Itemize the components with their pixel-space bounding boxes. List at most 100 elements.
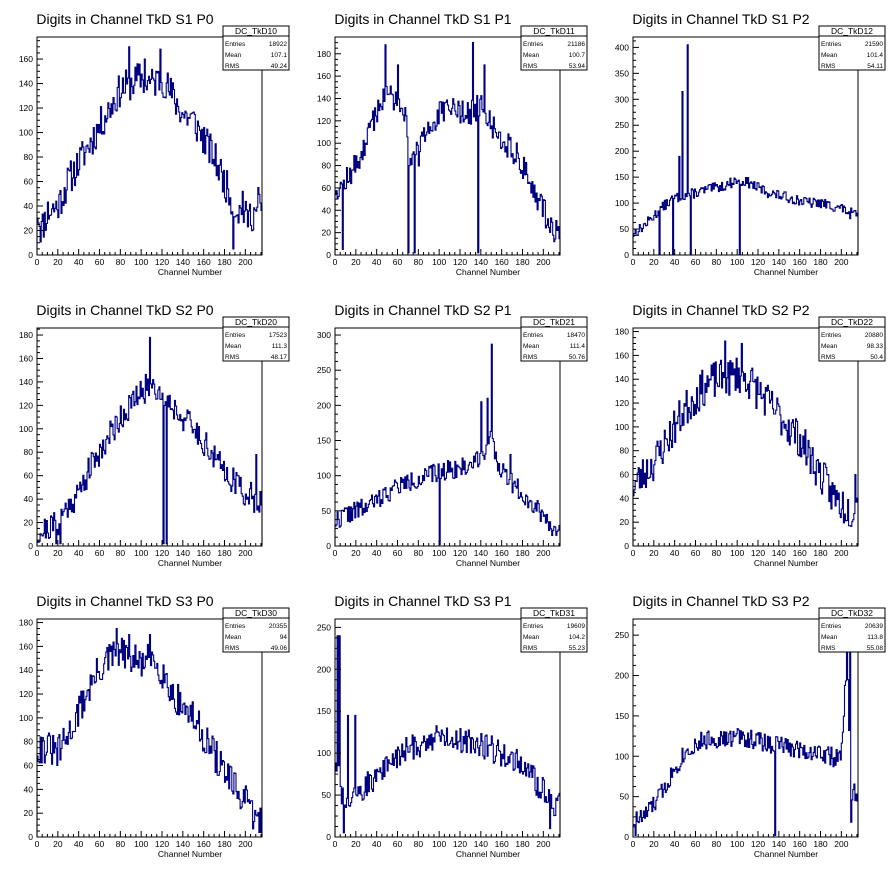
x-tick-label: 180 bbox=[813, 839, 827, 849]
x-tick-label: 0 bbox=[35, 548, 40, 558]
y-tick-label: 60 bbox=[24, 177, 34, 187]
y-tick-label: 40 bbox=[24, 494, 34, 504]
stats-label-rms: RMS bbox=[523, 354, 538, 361]
y-tick-label: 120 bbox=[317, 116, 331, 126]
x-tick-label: 20 bbox=[351, 548, 361, 558]
y-tick-label: 50 bbox=[322, 506, 332, 516]
stats-label-entries: Entries bbox=[225, 332, 246, 339]
y-tick-label: 300 bbox=[615, 94, 629, 104]
x-tick-label: 80 bbox=[414, 548, 424, 558]
y-tick-label: 20 bbox=[24, 808, 34, 818]
x-tick-label: 160 bbox=[495, 839, 509, 849]
stats-histogram-name: DC_TkD20 bbox=[235, 317, 277, 327]
x-axis-label: Channel Number bbox=[754, 849, 818, 859]
stats-box: DC_TkD32 Entries 20639 Mean 113.8 RMS 55.08 bbox=[818, 607, 886, 653]
x-tick-label: 60 bbox=[95, 548, 105, 558]
plot-frame bbox=[334, 36, 561, 256]
x-tick-label: 40 bbox=[74, 839, 84, 849]
x-tick-label: 200 bbox=[238, 257, 252, 267]
x-tick-label: 0 bbox=[333, 257, 338, 267]
panel-title: Digits in Channel TkD S1 P2 bbox=[632, 11, 809, 27]
stats-histogram-name: DC_TkD22 bbox=[831, 317, 873, 327]
x-tick-label: 160 bbox=[793, 548, 807, 558]
y-tick-label: 350 bbox=[615, 68, 629, 78]
x-tick-label: 120 bbox=[751, 839, 765, 849]
histogram-panel-7: Digits in Channel TkD S3 P0 0 20 40 60 80 100 1… bbox=[19, 593, 290, 859]
stats-box-frame bbox=[520, 25, 588, 71]
x-tick-label: 180 bbox=[217, 257, 231, 267]
x-tick-label: 40 bbox=[372, 257, 382, 267]
stats-label-mean: Mean bbox=[225, 634, 242, 641]
stats-histogram-name: DC_TkD11 bbox=[533, 26, 575, 36]
stats-histogram-name: DC_TkD32 bbox=[831, 608, 873, 618]
y-tick-label: 200 bbox=[317, 400, 331, 410]
histogram-series-line bbox=[36, 627, 263, 837]
x-tick-label: 180 bbox=[515, 257, 529, 267]
stats-label-mean: Mean bbox=[523, 634, 540, 641]
stats-histogram-name: DC_TkD30 bbox=[235, 608, 277, 618]
x-tick-label: 80 bbox=[712, 839, 722, 849]
histogram-series-line bbox=[632, 44, 859, 255]
y-tick-label: 140 bbox=[19, 665, 33, 675]
x-tick-label: 80 bbox=[116, 839, 126, 849]
y-tick-label: 160 bbox=[19, 54, 33, 64]
y-tick-label: 120 bbox=[19, 689, 33, 699]
y-tick-label: 120 bbox=[19, 400, 33, 410]
y-tick-label: 140 bbox=[615, 374, 629, 384]
stats-value-rms: 53.94 bbox=[569, 63, 586, 70]
stats-box: DC_TkD20 Entries 17523 Mean 111.3 RMS 48.17 bbox=[222, 316, 290, 362]
y-tick-label: 400 bbox=[615, 42, 629, 52]
x-axis-label: Channel Number bbox=[158, 267, 222, 277]
stats-value-entries: 21590 bbox=[865, 41, 883, 48]
histogram-series-line bbox=[334, 42, 561, 255]
stats-histogram-name: DC_TkD12 bbox=[831, 26, 873, 36]
y-tick-label: 50 bbox=[620, 792, 630, 802]
y-tick-label: 160 bbox=[615, 350, 629, 360]
y-tick-label: 100 bbox=[317, 748, 331, 758]
x-tick-label: 60 bbox=[393, 839, 403, 849]
panel-title: Digits in Channel TkD S2 P1 bbox=[334, 302, 511, 318]
stats-label-mean: Mean bbox=[523, 343, 540, 350]
x-tick-label: 120 bbox=[155, 839, 169, 849]
x-tick-label: 200 bbox=[536, 548, 550, 558]
y-tick-label: 140 bbox=[19, 377, 33, 387]
y-tick-label: 250 bbox=[317, 365, 331, 375]
histogram-panel-6: Digits in Channel TkD S2 P2 0 20 40 60 80 100 1… bbox=[615, 302, 886, 568]
panel-title: Digits in Channel TkD S3 P2 bbox=[632, 593, 809, 609]
y-tick-label: 150 bbox=[615, 172, 629, 182]
x-tick-label: 140 bbox=[176, 257, 190, 267]
stats-label-rms: RMS bbox=[225, 354, 240, 361]
x-axis-label: Channel Number bbox=[158, 558, 222, 568]
y-tick-label: 100 bbox=[317, 471, 331, 481]
y-tick-label: 80 bbox=[24, 152, 34, 162]
y-tick-label: 80 bbox=[24, 447, 34, 457]
x-tick-label: 40 bbox=[74, 548, 84, 558]
stats-value-rms: 50.76 bbox=[569, 354, 586, 361]
y-tick-label: 100 bbox=[19, 424, 33, 434]
x-axis-label: Channel Number bbox=[158, 849, 222, 859]
histogram-series-line bbox=[334, 343, 561, 546]
stats-box-frame bbox=[818, 25, 886, 71]
x-tick-label: 40 bbox=[372, 839, 382, 849]
y-tick-label: 160 bbox=[317, 71, 331, 81]
x-tick-label: 120 bbox=[155, 257, 169, 267]
stats-label-entries: Entries bbox=[821, 41, 842, 48]
x-tick-label: 180 bbox=[515, 839, 529, 849]
y-tick-label: 160 bbox=[19, 353, 33, 363]
stats-value-mean: 104.2 bbox=[569, 634, 586, 641]
x-tick-label: 140 bbox=[772, 548, 786, 558]
stats-box: DC_TkD12 Entries 21590 Mean 101.4 RMS 54.11 bbox=[818, 25, 886, 71]
plot-frame bbox=[632, 327, 859, 547]
y-tick-label: 180 bbox=[317, 49, 331, 59]
panel-title: Digits in Channel TkD S3 P0 bbox=[36, 593, 213, 609]
stats-histogram-name: DC_TkD21 bbox=[533, 317, 575, 327]
x-tick-label: 100 bbox=[432, 839, 446, 849]
x-tick-label: 160 bbox=[197, 839, 211, 849]
stats-label-mean: Mean bbox=[523, 52, 540, 59]
stats-label-rms: RMS bbox=[523, 63, 538, 70]
plot-frame bbox=[334, 618, 561, 838]
x-tick-label: 180 bbox=[813, 257, 827, 267]
stats-value-rms: 48.17 bbox=[271, 354, 288, 361]
y-tick-label: 0 bbox=[28, 250, 33, 260]
